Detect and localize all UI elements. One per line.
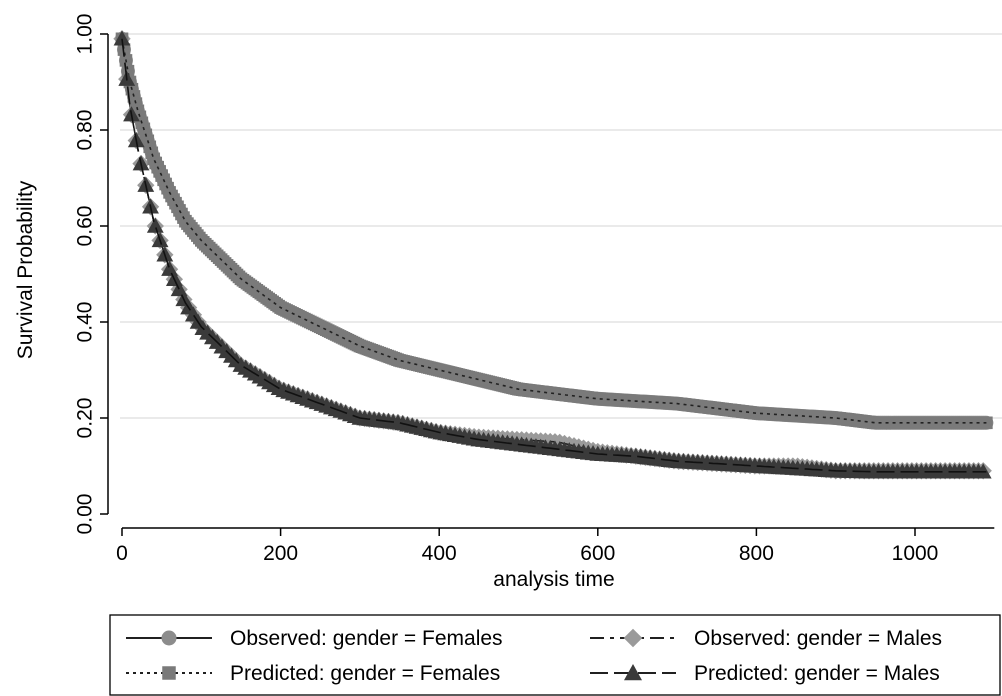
y-tick-label: 0.20 [74, 398, 97, 439]
series-marker [146, 217, 164, 233]
legend-marker [162, 666, 176, 680]
legend-item: Observed: gender = Females [126, 627, 503, 650]
tick-labels: 0.00 0.20 0.40 0.60 0.80 1.00 0 200 400 600 800 100… [74, 14, 939, 565]
series-marker [113, 30, 131, 46]
legend-marker [161, 630, 177, 646]
series-1 [113, 30, 992, 480]
x-tick-label: 600 [580, 542, 615, 565]
series-line [121, 38, 987, 472]
legend-item: Predicted: gender = Males [590, 662, 940, 685]
x-tick-label: 200 [263, 542, 298, 565]
y-tick-label: 0.60 [74, 206, 97, 247]
legend-label: Predicted: gender = Females [230, 662, 500, 685]
legend-label: Observed: gender = Females [230, 627, 503, 650]
x-tick-label: 0 [116, 542, 128, 565]
series-line [121, 38, 987, 473]
x-tick-label: 1000 [892, 542, 939, 565]
legend-label: Observed: gender = Males [694, 627, 942, 650]
series-marker [974, 463, 992, 479]
legend-marker [623, 628, 643, 648]
legend-item: Predicted: gender = Females [126, 662, 500, 685]
y-axis-title: Survival Probability [14, 180, 37, 359]
series-3 [113, 30, 992, 479]
x-tick-label: 400 [422, 542, 457, 565]
x-axis-title: analysis time [493, 568, 614, 591]
x-tick-label: 800 [739, 542, 774, 565]
legend-marker [624, 664, 642, 681]
series-2 [115, 32, 993, 430]
legend-box [109, 614, 1001, 696]
axes [107, 34, 995, 529]
y-tick-label: 1.00 [74, 14, 97, 55]
grid-lines [120, 33, 1002, 419]
legend-item: Observed: gender = Males [590, 627, 942, 650]
y-tick-label: 0.80 [74, 110, 97, 151]
series-layer [113, 30, 994, 480]
legend: Observed: gender = Females Observed: gend… [109, 614, 1001, 696]
legend-label: Predicted: gender = Males [694, 662, 940, 685]
y-tick-label: 0.00 [74, 494, 97, 535]
y-tick-label: 0.40 [74, 302, 97, 343]
